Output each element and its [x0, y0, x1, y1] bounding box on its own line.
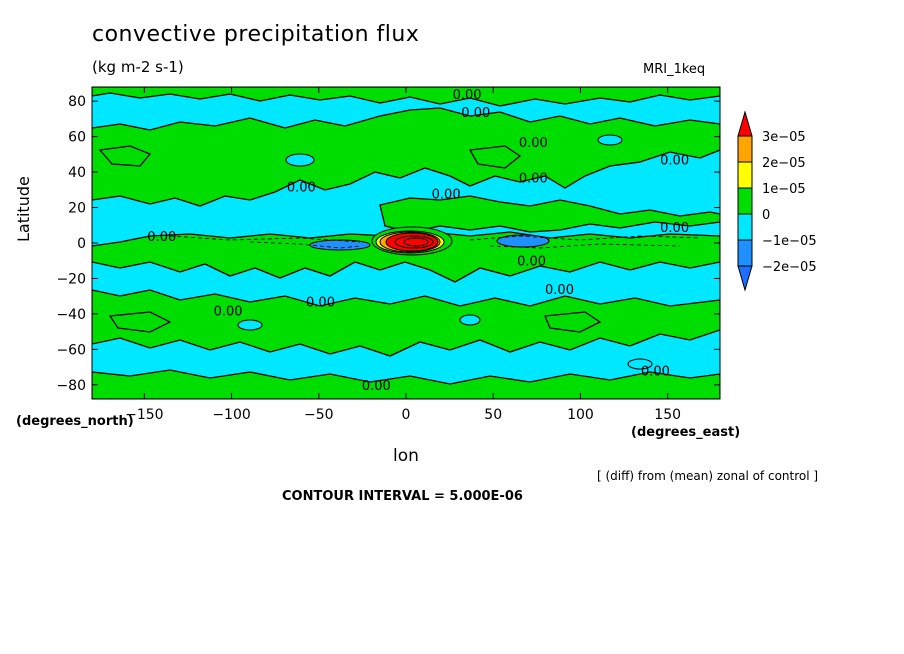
cyan-hole-4 — [459, 314, 481, 326]
negative-patch-indian-ocean — [496, 234, 550, 248]
colorbar-swatch — [737, 161, 753, 189]
positive-center-inner-2 — [403, 237, 429, 247]
colorbar-label: 3e−05 — [762, 130, 806, 145]
negative-contour-1 — [169, 235, 361, 243]
x-axis-ticks: −150 −100 −50 0 50 100 150 — [125, 87, 681, 423]
colorbar-top-arrow — [737, 110, 753, 137]
colorbar-label: 1e−05 — [762, 182, 806, 197]
y-tick-label: −20 — [56, 271, 86, 287]
y-tick-label: 40 — [68, 165, 86, 181]
colorbar-swatch — [737, 187, 753, 215]
comparison-note: [ (diff) from (mean) zonal of control ] — [597, 469, 819, 483]
green-patch-northwest — [98, 145, 152, 167]
chart-units: (kg m-2 s-1) — [92, 58, 184, 76]
contour-label: 0.00 — [287, 180, 316, 195]
contour-interval: CONTOUR INTERVAL = 5.000E-06 — [282, 489, 523, 504]
contour-label: 0.00 — [362, 379, 391, 394]
cyan-hole-3 — [237, 319, 263, 331]
colorbar-label: 2e−05 — [762, 156, 806, 171]
colorbar: 3e−05 2e−05 1e−05 0 −1e−05 −2e−05 — [737, 110, 817, 292]
x-tick-label: −150 — [125, 407, 163, 423]
y-tick-label: 80 — [68, 94, 86, 110]
colorbar-bottom-arrow — [737, 265, 753, 292]
colorbar-swatch — [737, 135, 753, 163]
y-tick-label: 20 — [68, 201, 86, 217]
contour-label: 0.00 — [545, 283, 574, 298]
green-band-arctic — [92, 87, 720, 107]
colorbar-swatch — [737, 213, 753, 241]
chart-title: convective precipitation flux — [92, 22, 420, 47]
x-axis-label: lon — [393, 446, 419, 466]
negative-patch-atlantic — [309, 239, 371, 251]
contour-label: 0.00 — [453, 88, 482, 103]
contour-label: 0.00 — [519, 136, 548, 151]
contour-label: 0.00 — [660, 154, 689, 169]
x-tick-label: −100 — [212, 407, 250, 423]
x-axis-units: (degrees_east) — [631, 425, 741, 440]
green-patch-indian — [544, 311, 602, 333]
negative-contour-4 — [489, 243, 681, 249]
green-patch-arabian — [468, 145, 522, 169]
cyan-hole-5 — [627, 358, 653, 370]
x-tick-label: 100 — [567, 407, 594, 423]
green-patch-southpacific — [108, 311, 172, 333]
contour-label: 0.00 — [306, 296, 335, 311]
negative-contour-2 — [249, 241, 361, 249]
green-band-north-subtropics — [379, 195, 720, 233]
contour-label: 0.00 — [641, 365, 670, 380]
x-tick-label: 0 — [402, 407, 411, 423]
colorbar-label: −1e−05 — [762, 234, 817, 249]
green-band-south-mid — [92, 289, 720, 357]
contour-label: 0.00 — [147, 230, 176, 245]
contour-label: 0.00 — [214, 304, 243, 319]
colorbar-swatch — [737, 239, 753, 267]
contour-label: 0.00 — [432, 187, 461, 202]
positive-center-inner-1 — [394, 235, 434, 249]
green-band-antarctic — [92, 369, 720, 399]
y-tick-label: −40 — [56, 307, 86, 323]
model-label: MRI_1keq — [643, 62, 706, 77]
y-axis-units: (degrees_north) — [16, 414, 134, 429]
y-tick-label: −80 — [56, 378, 86, 394]
y-tick-label: 60 — [68, 130, 86, 146]
contour-label: 0.00 — [519, 171, 548, 186]
green-band-north-mid — [92, 107, 720, 207]
x-tick-label: 150 — [654, 407, 681, 423]
negative-contour-3 — [469, 235, 701, 241]
contour-labels: 0.00 0.00 0.00 0.00 0.00 0.00 0.00 0.00 0.00 0.00… — [147, 88, 689, 394]
colorbar-label: −2e−05 — [762, 260, 817, 275]
contour-label: 0.00 — [461, 106, 490, 121]
contour-label: 0.00 — [517, 255, 546, 270]
contour-label: 0.00 — [660, 221, 689, 236]
colorbar-label: 0 — [762, 208, 770, 223]
x-tick-label: −50 — [304, 407, 334, 423]
x-tick-label: 50 — [484, 407, 502, 423]
y-tick-label: −60 — [56, 342, 86, 358]
y-tick-label: 0 — [77, 236, 86, 252]
cyan-hole-1 — [285, 153, 315, 167]
cyan-hole-2 — [597, 134, 623, 146]
y-axis-ticks: −80 −60 −40 −20 0 20 40 60 80 — [56, 94, 720, 394]
